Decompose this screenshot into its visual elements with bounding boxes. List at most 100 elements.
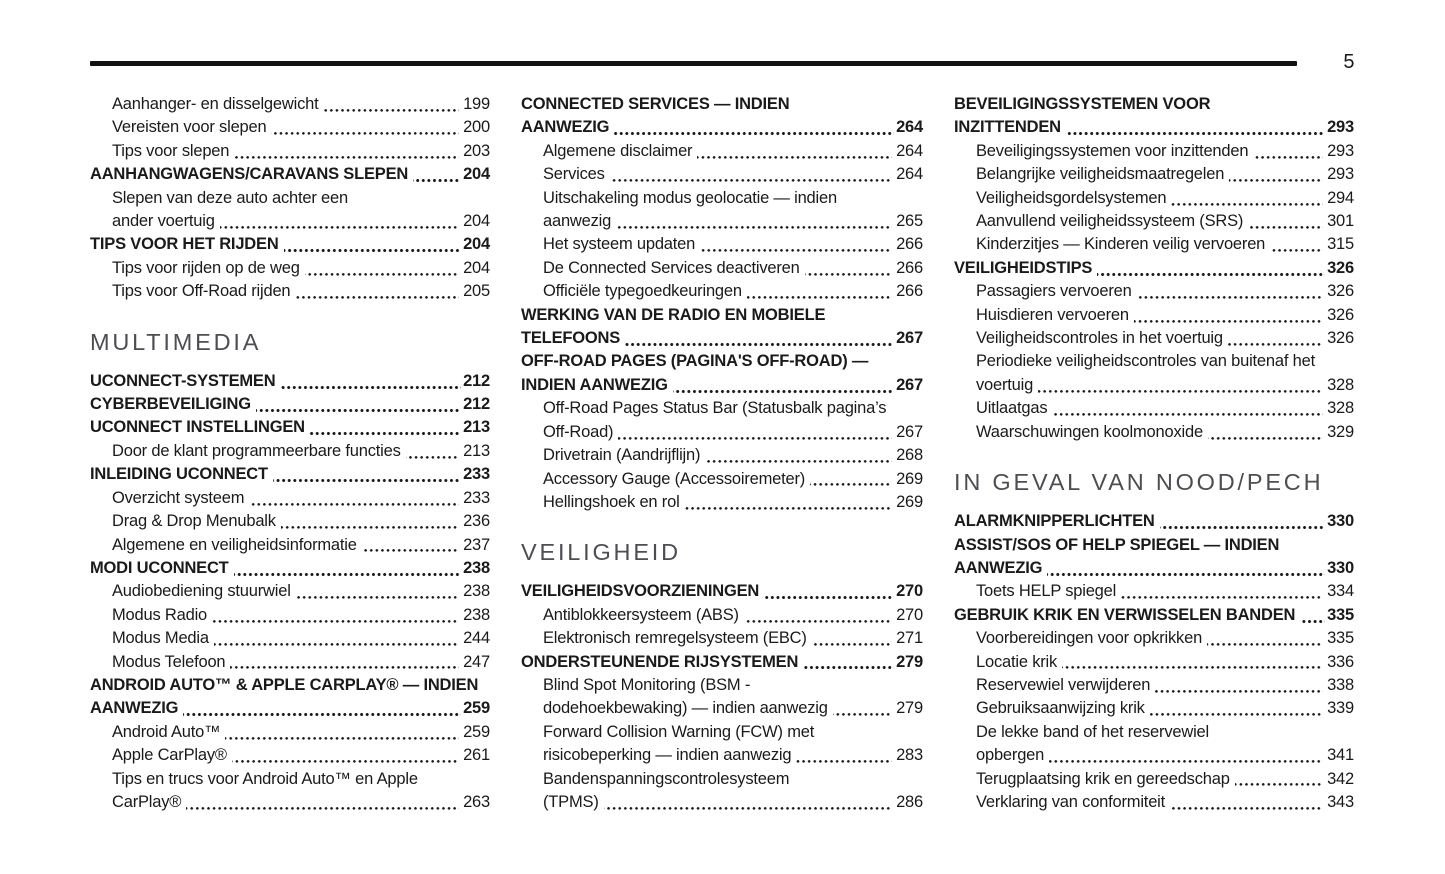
toc-entry-label: INDIEN AANWEZIG [521, 375, 668, 394]
toc-entry-page: 265 [896, 212, 923, 231]
toc-entry-label: (TPMS) [543, 792, 599, 811]
toc-entry-leader-line: Tips voor Off-Road rijden 205 [112, 280, 490, 304]
dot-leader [804, 256, 893, 281]
dot-leader [280, 369, 462, 394]
dot-leader [304, 256, 460, 281]
toc-entry-page: 237 [463, 535, 490, 554]
toc-entry-leader-line: Accessory Gauge (Accessoiremeter) 269 [543, 467, 923, 491]
toc-entry-leader-line: AANWEZIG 259 [90, 697, 490, 721]
toc-entry: ASSIST/SOS OF HELP SPIEGEL — INDIEN AANWE… [954, 534, 1354, 581]
toc-entry-label: AANHANGWAGENS/CARAVANS SLEPEN [90, 165, 409, 184]
dot-leader [1052, 397, 1324, 421]
toc-entry-page: 204 [463, 258, 490, 277]
toc-entry-label: Drivetrain (Aandrijflijn) [543, 446, 701, 465]
toc-entry-page: 259 [463, 699, 490, 718]
toc-entry-leader-line: Uitlaatgas 328 [976, 397, 1354, 421]
dot-leader [1136, 280, 1324, 304]
toc-entry: Accessory Gauge (Accessoiremeter) 269 [521, 467, 923, 491]
dot-leader [295, 280, 460, 304]
toc-entry: Hellingshoek en rol 269 [521, 490, 923, 515]
toc-entry-page: 339 [1327, 699, 1354, 718]
toc-entry-leader-line: Modus Radio 238 [112, 603, 490, 628]
toc-entry-leader-line: aanwezig 265 [543, 210, 923, 234]
toc-entry-leader-line: Belangrijke veiligheidsmaatregelen 293 [976, 163, 1354, 187]
toc-entry: Waarschuwingen koolmonoxide 329 [954, 420, 1354, 445]
toc-entry: Aanvullend veiligheidssysteem (SRS) 301 [954, 210, 1354, 234]
toc-entry-page: 270 [896, 605, 923, 624]
toc-entry-page: 212 [463, 371, 490, 390]
dot-leader [1171, 186, 1324, 211]
toc-entry-label: CarPlay® [112, 792, 182, 811]
toc-entry-label: Off-Road) [543, 422, 614, 441]
toc-entry-wrap-line: Uitschakeling modus geolocatie — indien [543, 188, 837, 207]
toc-entry-leader-line: Veiligheidsgordelsystemen 294 [976, 186, 1354, 211]
toc-entry-wrap-line: WERKING VAN DE RADIO EN MOBIELE [521, 305, 826, 324]
dot-leader [764, 580, 895, 604]
toc-entry-leader-line: Locatie krik 336 [976, 650, 1354, 674]
dot-leader [672, 373, 895, 398]
toc-entry-leader-line: Waarschuwingen koolmonoxide 329 [976, 420, 1354, 445]
toc-entry-leader-line: AANHANGWAGENS/CARAVANS SLEPEN 204 [90, 163, 490, 187]
toc-entry-label: AANWEZIG [90, 699, 179, 718]
toc-entry-leader-line: De Connected Services deactiveren 266 [543, 256, 923, 281]
toc-entry: Verklaring van conformiteit 343 [954, 790, 1354, 815]
toc-entry-leader-line: INDIEN AANWEZIG 267 [521, 373, 923, 398]
toc-entry: VEILIGHEIDSVOORZIENINGEN 270 [521, 580, 923, 604]
toc-entry-label: Huisdieren vervoeren [976, 305, 1129, 324]
toc-entry: Vereisten voor slepen 200 [90, 116, 490, 140]
toc-entry-page: 204 [463, 212, 490, 231]
toc-entry-label: Tips voor rijden op de weg [112, 258, 300, 277]
toc-entry-wrap-line: Blind Spot Monitoring (BSM - [543, 675, 751, 694]
dot-leader [1207, 420, 1324, 445]
toc-entry-wrap-line: ASSIST/SOS OF HELP SPIEGEL — INDIEN [954, 535, 1280, 554]
toc-entry: Forward Collision Warning (FCW) met risic… [521, 721, 923, 768]
dot-leader [1155, 673, 1324, 698]
dot-leader [1049, 744, 1324, 768]
toc-entry-leader-line: UCONNECT INSTELLINGEN 213 [90, 416, 490, 440]
toc-entry-leader-line: risicobeperking — indien aanwezig 283 [543, 744, 923, 768]
toc-entry: Kinderzitjes — Kinderen veilig vervoeren… [954, 233, 1354, 257]
dot-leader [609, 163, 893, 187]
toc-entry-label: risicobeperking — indien aanwezig [543, 746, 792, 765]
toc-entry: WERKING VAN DE RADIO EN MOBIELE TELEFOONS… [521, 304, 923, 351]
dot-leader [1062, 650, 1324, 674]
dot-leader [705, 444, 893, 468]
toc-entry-leader-line: voertuig 328 [976, 373, 1354, 398]
toc-entry-wrap-line: Tips en trucs voor Android Auto™ en Appl… [112, 769, 418, 788]
toc-entry-page: 199 [463, 95, 490, 113]
toc-entry-leader-line: (TPMS) 286 [543, 790, 923, 815]
toc-entry-page: 334 [1327, 582, 1354, 601]
toc-entry-page: 213 [463, 418, 490, 437]
toc-entry: Antiblokkeersysteem (ABS) 270 [521, 603, 923, 628]
dot-leader [234, 139, 460, 164]
toc-entry: Het systeem updaten 266 [521, 233, 923, 257]
dot-leader [225, 720, 460, 745]
toc-entry: OFF-ROAD PAGES (PAGINA'S OFF-ROAD) — INDI… [521, 350, 923, 398]
toc-entry-leader-line: Kinderzitjes — Kinderen veilig vervoeren… [976, 233, 1354, 257]
toc-entry-wrap-line: Bandenspanningscontrolesysteem [543, 769, 790, 788]
toc-entry: Drivetrain (Aandrijflijn) 268 [521, 444, 923, 468]
toc-entry: Elektronisch remregelsysteem (EBC) 271 [521, 627, 923, 651]
toc-entry-wrap-line: BEVEILIGINGSSYSTEMEN VOOR [954, 95, 1211, 113]
toc-entry-page: 293 [1327, 165, 1354, 184]
toc-entry: Android Auto™ 259 [90, 720, 490, 745]
toc-entry-leader-line: GEBRUIK KRIK EN VERWISSELEN BANDEN 335 [954, 603, 1354, 628]
toc-entry-leader-line: Android Auto™ 259 [112, 720, 490, 745]
toc-entry-page: 342 [1327, 769, 1354, 788]
toc-entry-leader-line: Vereisten voor slepen 200 [112, 116, 490, 140]
toc-entry-label: Veiligheidsgordelsystemen [976, 188, 1167, 207]
toc-entry: Tips en trucs voor Android Auto™ en Appl… [90, 768, 490, 815]
toc-entry-label: opbergen [976, 746, 1045, 765]
section-heading: VEILIGHEID [521, 539, 681, 566]
toc-entry-label: Reservewiel verwijderen [976, 675, 1151, 694]
toc-entry-page: 268 [896, 446, 923, 465]
toc-entry-label: AANWEZIG [521, 118, 610, 137]
toc-entry: Beveiligingssystemen voor inzittenden 293 [954, 139, 1354, 164]
toc-entry-page: 267 [896, 375, 923, 394]
toc-entry-page: 269 [896, 492, 923, 511]
toc-entry-page: 271 [896, 629, 923, 648]
dot-leader [1229, 163, 1324, 187]
toc-entry-page: 269 [896, 469, 923, 488]
toc-entry-label: Vereisten voor slepen [112, 118, 267, 137]
